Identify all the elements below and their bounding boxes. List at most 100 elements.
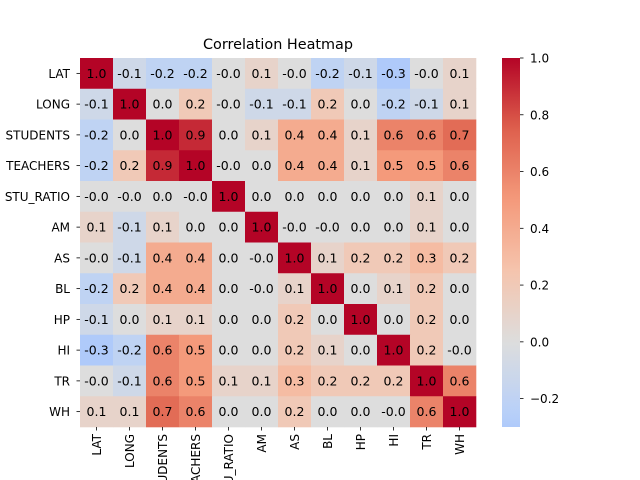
cell-value-label: 0.0 xyxy=(252,343,272,358)
heatmap-cell xyxy=(146,334,180,366)
heatmap-cell xyxy=(278,181,312,213)
heatmap-cell xyxy=(377,396,411,428)
cell-value-label: 0.0 xyxy=(450,281,470,296)
heatmap-cell xyxy=(212,211,246,243)
heatmap-cell xyxy=(212,58,246,90)
colorbar-tick-label: 0.2 xyxy=(530,279,549,293)
heatmap-cell xyxy=(80,396,114,428)
cell-value-label: 0.2 xyxy=(351,250,371,265)
y-tick-label: AM xyxy=(51,221,70,235)
heatmap-cell xyxy=(443,304,477,336)
heatmap-cell xyxy=(278,150,312,182)
cell-value-label: 0.7 xyxy=(450,127,470,142)
heatmap-cell xyxy=(344,211,378,243)
cell-value-label: -0.0 xyxy=(315,220,339,235)
cell-value-label: -0.1 xyxy=(348,66,372,81)
heatmap-cell xyxy=(377,211,411,243)
heatmap-cell xyxy=(344,88,378,120)
heatmap-cell xyxy=(245,181,279,213)
cell-value-label: 0.2 xyxy=(186,97,206,112)
cell-value-label: -0.1 xyxy=(117,250,141,265)
cell-value-label: 0.0 xyxy=(351,343,371,358)
heatmap-cell xyxy=(344,242,378,274)
cell-value-label: 0.1 xyxy=(252,373,272,388)
cell-value-label: 0.0 xyxy=(450,312,470,327)
cell-value-label: 0.0 xyxy=(318,312,338,327)
y-tick-label: WH xyxy=(49,405,70,419)
heatmap-cell xyxy=(410,396,444,428)
heatmap-cell xyxy=(179,88,213,120)
heatmap-cell xyxy=(245,119,279,151)
heatmap-cell xyxy=(146,365,180,397)
heatmap-cell xyxy=(146,304,180,336)
cell-value-label: 0.1 xyxy=(219,373,239,388)
heatmap-cell xyxy=(113,365,147,397)
cell-value-label: 0.2 xyxy=(285,404,305,419)
cell-value-label: 0.0 xyxy=(351,281,371,296)
cell-value-label: 0.2 xyxy=(417,343,437,358)
cell-value-label: -0.0 xyxy=(216,66,240,81)
cell-value-label: 0.0 xyxy=(219,312,239,327)
cell-value-label: 0.1 xyxy=(417,189,437,204)
cell-value-label: 0.1 xyxy=(285,281,305,296)
cell-value-label: -0.1 xyxy=(282,97,306,112)
heatmap-cell xyxy=(245,150,279,182)
heatmap-cell xyxy=(245,211,279,243)
cell-value-label: -0.0 xyxy=(447,343,471,358)
cell-value-label: 0.1 xyxy=(318,250,338,265)
heatmap-cell xyxy=(410,119,444,151)
cell-value-label: 0.5 xyxy=(186,343,206,358)
heatmap-cell xyxy=(179,304,213,336)
heatmap-cell xyxy=(179,150,213,182)
cell-value-label: 0.1 xyxy=(318,343,338,358)
cell-value-label: 0.0 xyxy=(351,404,371,419)
heatmap-cell xyxy=(443,365,477,397)
heatmap-cell xyxy=(245,304,279,336)
heatmap-cell xyxy=(80,304,114,336)
heatmap-cell xyxy=(80,119,114,151)
cell-value-label: 0.0 xyxy=(120,127,140,142)
heatmap-cell xyxy=(443,273,477,305)
cell-value-label: 0.4 xyxy=(186,281,206,296)
cell-value-label: -0.3 xyxy=(381,66,405,81)
heatmap-cell xyxy=(344,273,378,305)
cell-value-label: 1.0 xyxy=(252,220,272,235)
cell-value-label: -0.2 xyxy=(84,127,108,142)
heatmap-cell xyxy=(80,242,114,274)
cell-value-label: 0.0 xyxy=(351,220,371,235)
cell-value-label: 1.0 xyxy=(120,97,140,112)
cell-value-label: 0.1 xyxy=(120,404,140,419)
heatmap-cell xyxy=(146,150,180,182)
cell-value-label: 1.0 xyxy=(285,250,305,265)
cell-value-label: 0.1 xyxy=(450,66,470,81)
cell-value-label: 0.1 xyxy=(351,158,371,173)
cell-value-label: 0.2 xyxy=(318,97,338,112)
cell-value-label: 0.1 xyxy=(87,404,107,419)
heatmap-cell xyxy=(377,365,411,397)
cell-value-label: 0.0 xyxy=(153,97,173,112)
x-tick-label: WH xyxy=(453,434,467,455)
heatmap-cell xyxy=(278,242,312,274)
cell-value-label: -0.2 xyxy=(150,66,174,81)
cell-value-label: 1.0 xyxy=(417,373,437,388)
cell-value-label: -0.0 xyxy=(414,66,438,81)
cell-value-label: -0.1 xyxy=(117,220,141,235)
cell-value-label: 0.0 xyxy=(219,220,239,235)
cell-value-label: 0.0 xyxy=(252,158,272,173)
cell-value-label: 0.2 xyxy=(351,373,371,388)
heatmap-cell xyxy=(146,211,180,243)
heatmap-cell xyxy=(443,396,477,428)
cell-value-label: 0.7 xyxy=(153,404,173,419)
cell-value-label: 0.1 xyxy=(450,97,470,112)
heatmap-cell xyxy=(344,334,378,366)
heatmap-cell xyxy=(410,273,444,305)
colorbar-gradient xyxy=(502,58,520,427)
heatmap-cell xyxy=(212,181,246,213)
heatmap-cell xyxy=(113,181,147,213)
heatmap-cell xyxy=(245,365,279,397)
heatmap-cell xyxy=(311,334,345,366)
cell-value-label: -0.0 xyxy=(249,250,273,265)
heatmap-cell xyxy=(410,365,444,397)
cell-value-label: 0.2 xyxy=(417,312,437,327)
